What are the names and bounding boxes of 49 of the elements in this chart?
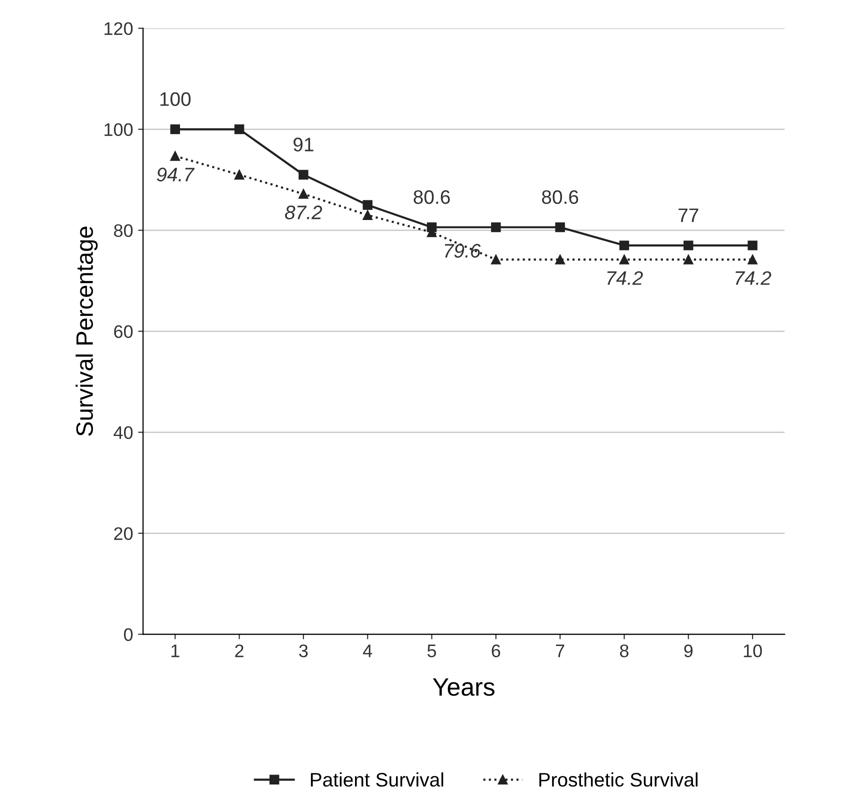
x-tick-label: 5 (427, 644, 436, 658)
point (491, 222, 501, 232)
x-tick-label: 8 (620, 644, 628, 658)
x-tick-label: 4 (363, 644, 372, 658)
x-axis-title: Years (432, 678, 494, 696)
x-tick-label: 2 (235, 644, 244, 658)
y-tick-label: 120 (104, 22, 133, 35)
data-label: 77 (678, 208, 698, 222)
x-tick-label: 10 (744, 644, 762, 658)
point (298, 189, 308, 199)
y-tick-label: 80 (114, 224, 133, 237)
x-tick-label: 9 (684, 644, 693, 658)
data-label: 91 (294, 138, 314, 152)
point (684, 254, 694, 264)
data-label: 74.2 (736, 271, 772, 285)
y-tick-label: 60 (114, 325, 133, 338)
legend-label: Patient Survival (310, 772, 444, 787)
y-tick-label: 100 (104, 123, 133, 136)
data-label: 100 (160, 92, 191, 106)
point (748, 240, 758, 250)
point (170, 151, 180, 161)
point (619, 254, 630, 264)
x-tick-label: 6 (492, 644, 500, 658)
y-tick-label: 0 (124, 628, 133, 641)
data-label: 74.2 (607, 271, 643, 285)
point (362, 210, 372, 220)
point (298, 170, 308, 180)
legend-label: Prosthetic Survival (539, 772, 698, 787)
point (234, 170, 244, 180)
point (684, 240, 694, 250)
x-tick-label: 1 (171, 644, 180, 658)
y-tick-label: 20 (114, 527, 133, 540)
x-tick-label: 3 (299, 644, 308, 658)
data-label: 87.2 (285, 206, 322, 220)
data-label: 80.6 (414, 190, 450, 204)
point (619, 240, 630, 250)
point (234, 124, 244, 134)
point (748, 254, 758, 264)
point (555, 254, 565, 264)
data-label: 94.7 (156, 168, 195, 182)
point (362, 200, 372, 210)
y-axis-title: Survival Percentage (76, 226, 98, 436)
data-label: 79.6 (444, 244, 481, 258)
point (555, 222, 565, 232)
data-label: 80.6 (542, 190, 578, 204)
point (491, 254, 501, 264)
x-tick-label: 7 (556, 644, 564, 658)
point (170, 124, 180, 134)
y-tick-label: 40 (114, 426, 133, 439)
